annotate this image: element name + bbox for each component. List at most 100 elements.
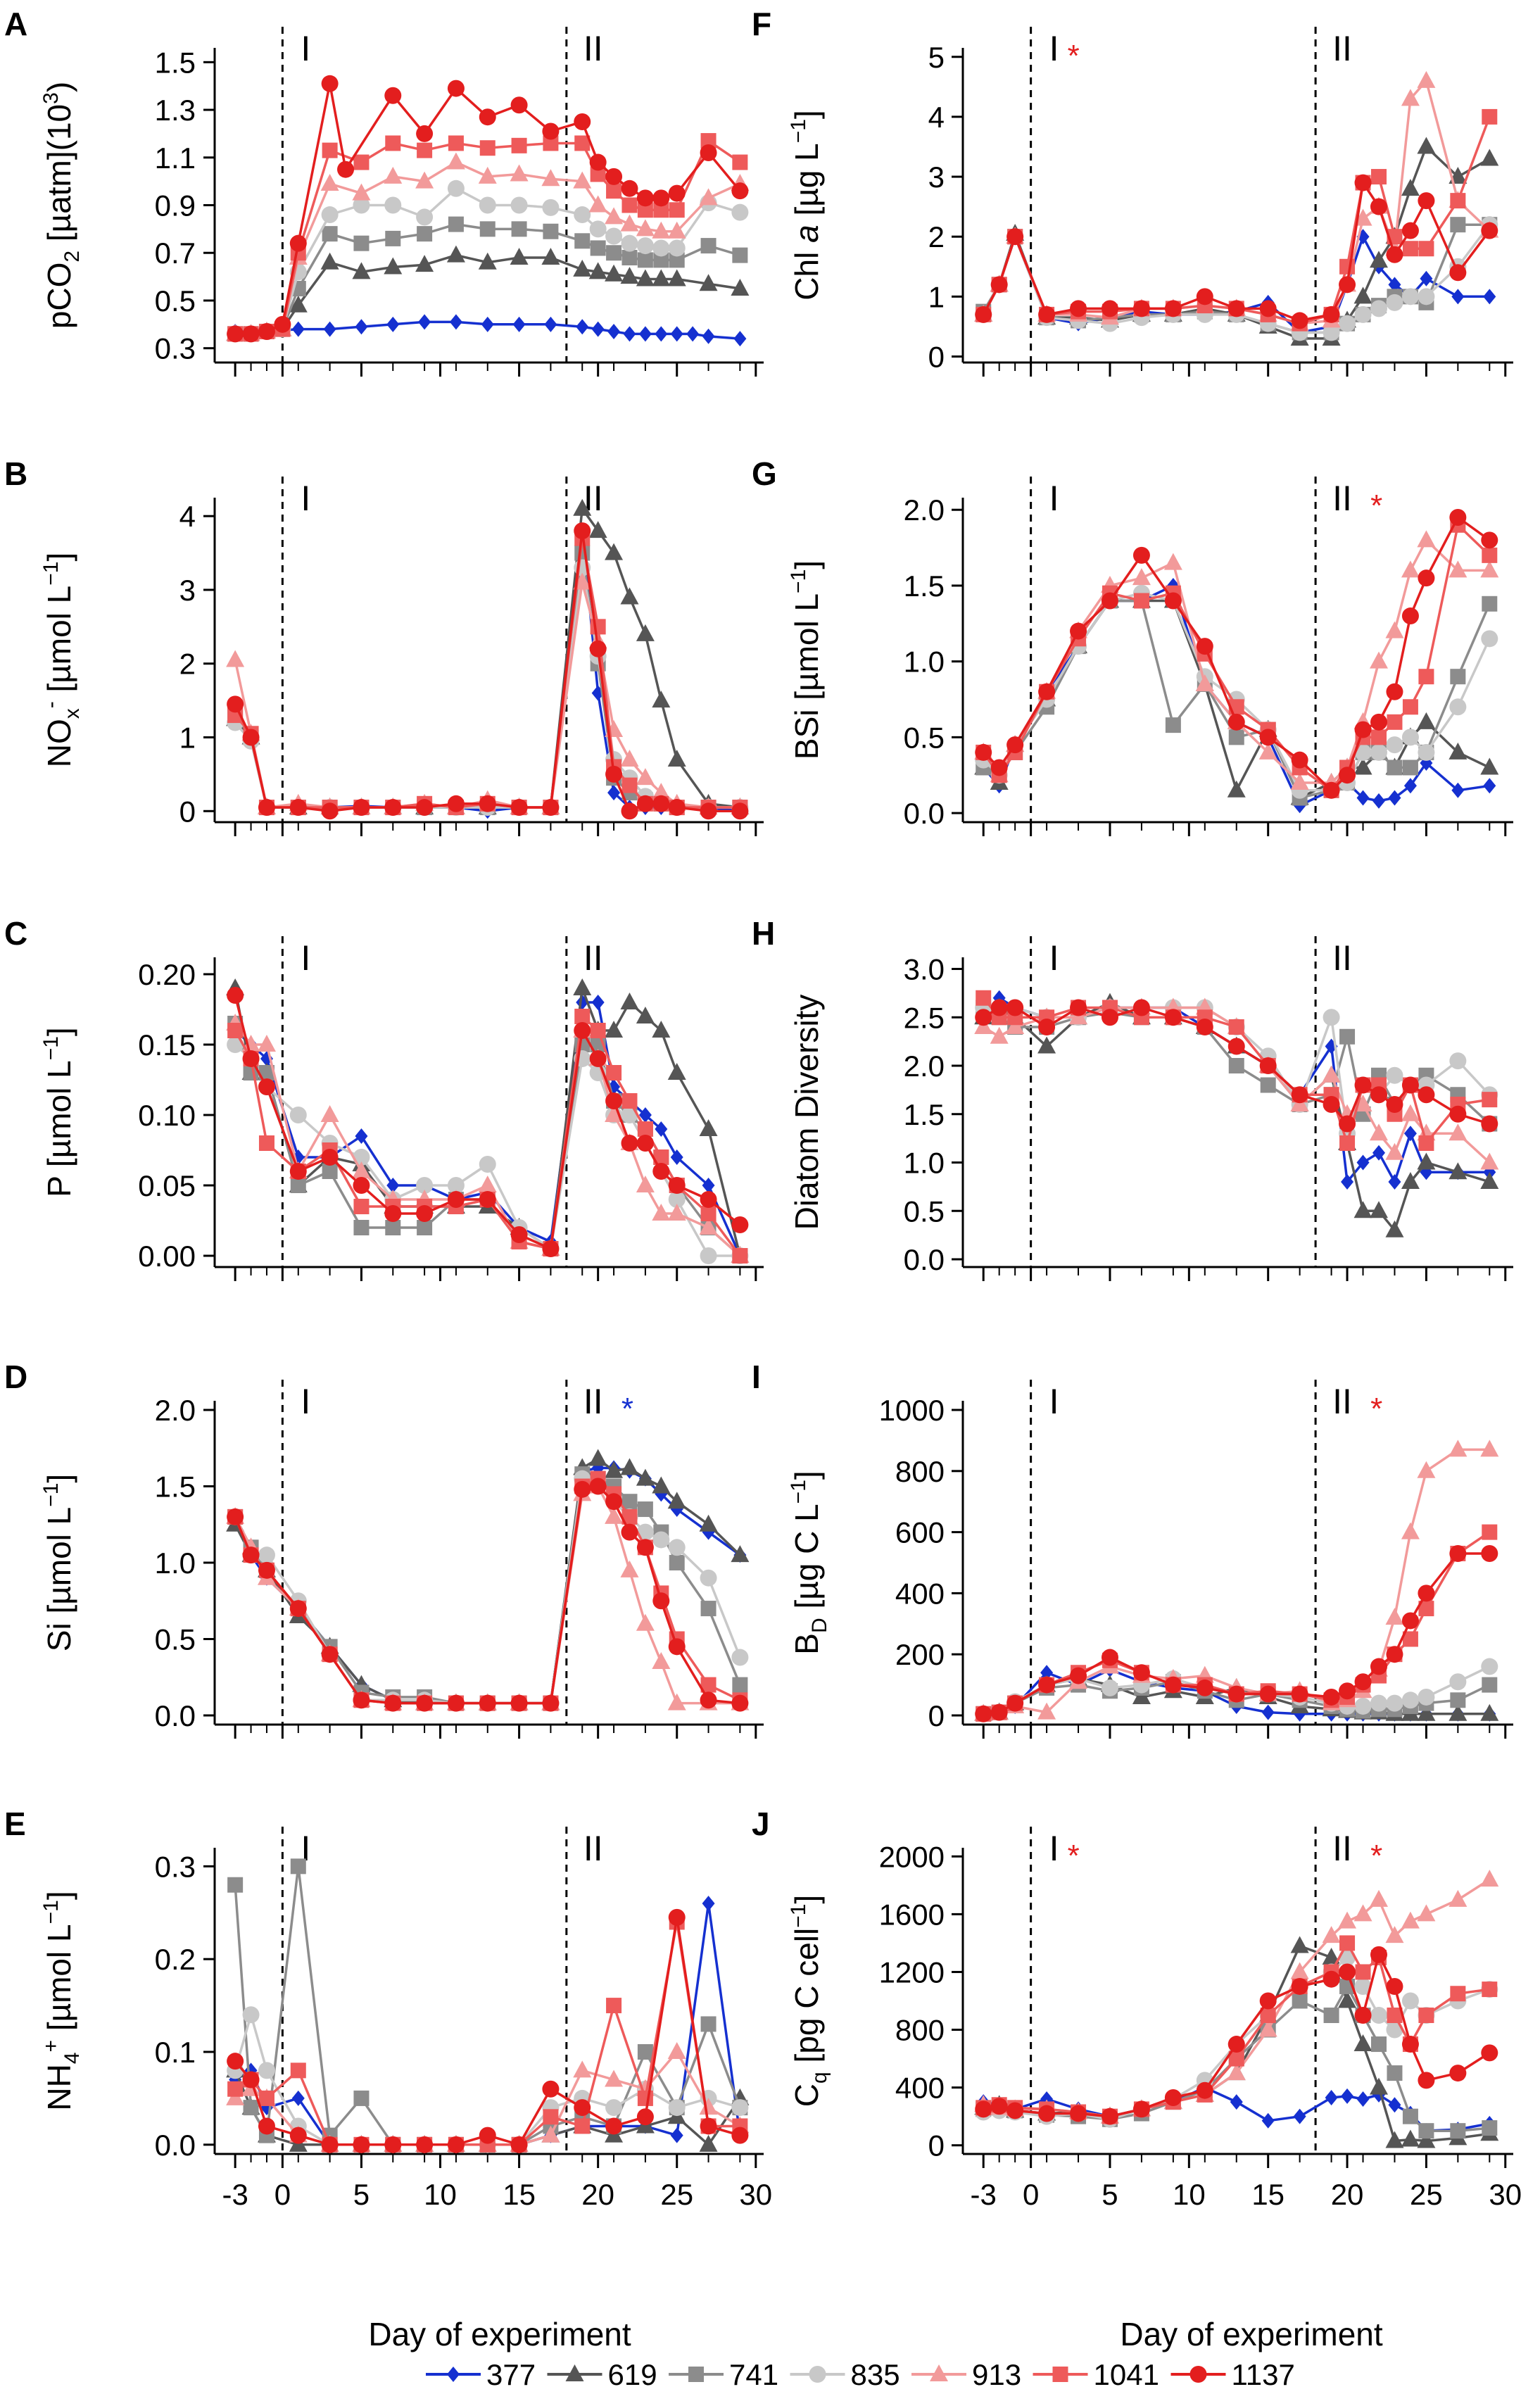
series-913 [226,1476,750,1711]
legend-marker [565,2364,584,2381]
data-point [1356,790,1370,806]
y-tick-label: 0.3 [155,1850,196,1883]
phase-label-I: I [301,29,310,68]
data-point [573,978,592,995]
data-point [479,1156,496,1173]
data-point [1339,1682,1356,1700]
x-tick-label: 20 [1331,2178,1364,2211]
series-1041 [227,1914,748,2153]
data-point [353,2136,370,2153]
data-point [1401,288,1419,305]
data-point [990,759,1008,776]
data-point [1402,1631,1418,1647]
data-point [573,498,592,516]
data-point [1196,2081,1213,2099]
data-point [605,1461,624,1478]
data-point [1165,717,1181,733]
series-1137 [975,1544,1498,1722]
data-point [416,1177,434,1194]
y-axis-title: NH4+ [µmol L−1] [39,1891,84,2110]
data-point [1449,1162,1468,1180]
data-point [479,140,496,156]
data-point [731,182,749,200]
data-point [1480,1439,1499,1457]
data-point [652,239,670,257]
data-point [620,214,639,232]
data-point [321,206,339,224]
data-point [655,1121,668,1137]
data-point [621,1093,638,1109]
data-point [1418,569,1435,587]
x-tick-label: 15 [1251,2178,1285,2211]
data-point [1481,630,1498,648]
data-point [605,1021,624,1038]
data-point [1038,683,1056,700]
data-point [1449,1052,1467,1070]
data-point [607,785,621,801]
data-point [637,2090,653,2106]
data-point [1325,2089,1338,2105]
data-point [321,1646,339,1663]
data-point [1372,793,1385,809]
data-point [699,188,718,206]
series-835 [227,559,749,817]
y-tick-label: 1 [928,280,945,313]
data-point [636,795,654,812]
series-1137 [227,1908,749,2153]
data-point [242,2006,260,2024]
data-point [589,153,607,171]
data-point [590,619,606,635]
data-point [1482,1092,1498,1108]
data-point [1401,179,1420,196]
data-point [227,325,244,343]
y-tick-label: 0.3 [155,332,196,365]
y-tick-label: 400 [895,1577,945,1610]
data-point [590,1023,606,1038]
data-point [478,166,497,184]
data-point [1387,760,1403,776]
data-point [1038,1676,1056,1694]
data-point [731,279,750,296]
data-point [258,799,275,817]
data-point [652,691,671,708]
data-point [700,2117,717,2135]
data-point [323,321,336,337]
data-point [1401,729,1419,746]
data-point [636,1007,655,1023]
data-point [289,1600,307,1618]
series-line [234,1920,740,2146]
data-point [699,1218,718,1235]
data-point [588,521,607,538]
y-axis-title: Diatom Diversity [788,995,825,1230]
data-point [1385,621,1404,638]
data-point [1387,714,1403,730]
data-point [1006,2102,1024,2119]
data-point [1101,1649,1118,1666]
data-point [1038,305,1056,323]
data-point [668,1191,686,1208]
legend-label: 913 [972,2358,1021,2391]
data-point [1386,683,1403,700]
data-point [700,802,717,820]
data-point [990,1703,1008,1721]
data-point [1369,251,1388,268]
data-point [621,802,638,820]
panel-D: 0.00.51.01.52.0 I II *DSi [µmol L−1] [4,1359,764,1739]
data-point [1353,1201,1372,1218]
data-point [386,1178,400,1193]
phase-label-I: I [301,479,310,518]
y-tick-label: 0.9 [155,189,196,222]
data-point [1291,751,1308,769]
data-point [1369,651,1388,669]
y-tick-label: 2.5 [904,1001,945,1034]
data-point [621,234,638,252]
data-point [1258,2020,1277,2037]
data-point [702,1178,715,1193]
data-point [1401,1172,1420,1189]
phase-label-I: I [1049,1829,1059,1868]
data-point [1480,149,1499,166]
y-tick-label: 2000 [879,1840,945,1873]
data-point [1291,1685,1308,1703]
